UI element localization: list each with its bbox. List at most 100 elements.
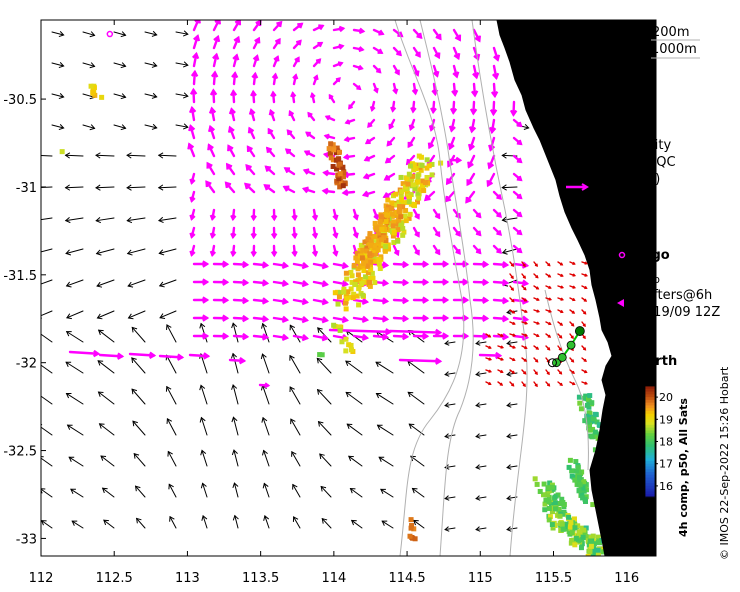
drifter-vector bbox=[521, 273, 526, 279]
drifter-vector bbox=[545, 273, 552, 278]
drifter-legend-icon bbox=[617, 299, 624, 307]
radar-vector bbox=[244, 182, 256, 194]
radar-vector bbox=[212, 260, 230, 268]
model-vector bbox=[316, 389, 332, 405]
radar-vector bbox=[411, 82, 419, 96]
sst-pixel bbox=[327, 151, 333, 157]
radar-vector bbox=[332, 208, 339, 221]
model-vector bbox=[41, 424, 53, 436]
sst-pixel bbox=[412, 186, 418, 192]
sst-pixel bbox=[378, 254, 384, 260]
sst-pixel bbox=[372, 258, 378, 264]
radar-vector bbox=[209, 226, 217, 240]
sst-pixel bbox=[368, 239, 374, 245]
sst-pixel bbox=[359, 281, 365, 287]
radar-vector bbox=[292, 73, 299, 86]
sst-pixel bbox=[557, 513, 563, 519]
model-vector bbox=[98, 423, 115, 436]
radar-vector bbox=[392, 296, 410, 305]
model-vector bbox=[101, 487, 115, 498]
model-vector bbox=[292, 516, 301, 529]
colorbar-segment bbox=[645, 435, 655, 440]
sst-pixel bbox=[400, 204, 406, 210]
drifter-vector bbox=[581, 261, 588, 265]
sst-pixel bbox=[339, 339, 345, 345]
sst-pixel bbox=[546, 499, 552, 505]
model-vector bbox=[113, 93, 127, 100]
model-vector bbox=[199, 416, 208, 436]
model-vector bbox=[169, 515, 177, 529]
radar-vector bbox=[250, 226, 257, 240]
sst-pixel bbox=[571, 516, 577, 522]
model-vector bbox=[159, 310, 177, 320]
radar-vector bbox=[492, 226, 503, 236]
model-vector bbox=[345, 391, 363, 405]
model-vector bbox=[166, 418, 177, 436]
sst-pixel bbox=[558, 524, 564, 530]
model-vector bbox=[320, 485, 332, 498]
colorbar-title: 4h comp, p50, All Sats bbox=[677, 398, 690, 537]
model-vector bbox=[411, 487, 425, 498]
radar-vector bbox=[512, 172, 523, 182]
model-vector bbox=[506, 371, 518, 377]
isobath-200-line bbox=[471, 20, 528, 556]
radar-vector bbox=[472, 314, 490, 322]
sst-pixel bbox=[537, 488, 543, 494]
colorbar-segment bbox=[645, 399, 655, 404]
radar-vector bbox=[392, 46, 402, 57]
sst-pixel bbox=[379, 226, 385, 232]
radar-vector bbox=[227, 125, 236, 140]
x-tick-label: 115 bbox=[468, 571, 493, 586]
model-vector bbox=[41, 310, 53, 319]
sst-pixel bbox=[592, 411, 598, 417]
radar-vector bbox=[312, 316, 329, 324]
sst-pixel bbox=[377, 219, 383, 225]
radar-vector bbox=[305, 131, 316, 140]
model-vector bbox=[144, 92, 158, 99]
model-velocity-arrows bbox=[41, 30, 530, 532]
radar-vector bbox=[472, 260, 490, 268]
sst-pixel bbox=[546, 494, 552, 500]
model-vector bbox=[113, 62, 127, 69]
sst-pixel bbox=[370, 247, 376, 253]
model-vector bbox=[71, 520, 84, 529]
radar-vector bbox=[212, 34, 221, 50]
radar-vector bbox=[452, 332, 470, 340]
drifter-vector bbox=[581, 381, 588, 385]
sst-pixel bbox=[389, 205, 395, 211]
model-vector bbox=[375, 392, 394, 405]
sst-pixel bbox=[365, 270, 371, 276]
drifter-vector bbox=[581, 297, 588, 302]
radar-vector bbox=[512, 118, 523, 128]
sst-pixel bbox=[416, 195, 422, 201]
model-name-label: NRT00 GSL bbox=[545, 81, 618, 96]
model-vector bbox=[506, 433, 518, 439]
colorbar-tick-label: 18 bbox=[659, 436, 673, 449]
radar-vector bbox=[352, 27, 366, 35]
sst-pixel bbox=[542, 501, 548, 507]
radar-vector bbox=[189, 208, 196, 221]
model-vector bbox=[127, 310, 146, 320]
radar-vector bbox=[390, 100, 397, 113]
radar-vector bbox=[472, 278, 490, 286]
sst-pixel bbox=[534, 481, 540, 487]
sst-pixel bbox=[336, 156, 342, 162]
radar-vector bbox=[372, 46, 384, 54]
radar-vector bbox=[311, 244, 319, 258]
drifter-vector bbox=[497, 357, 504, 361]
radar-vector bbox=[492, 244, 503, 254]
radar-vector bbox=[128, 351, 157, 359]
sst-pixel bbox=[352, 281, 358, 287]
model-vector bbox=[475, 464, 487, 470]
sst-pixel bbox=[396, 199, 402, 205]
drifter-vector bbox=[521, 321, 528, 325]
colorbar-segment bbox=[645, 472, 655, 476]
radar-vector bbox=[252, 36, 261, 50]
radar-vector bbox=[272, 333, 290, 342]
drifter-vector bbox=[557, 273, 564, 278]
sst-pixel bbox=[330, 142, 336, 148]
model-vector bbox=[157, 152, 177, 159]
drifter-vector bbox=[521, 297, 528, 302]
model-vector bbox=[231, 384, 239, 405]
